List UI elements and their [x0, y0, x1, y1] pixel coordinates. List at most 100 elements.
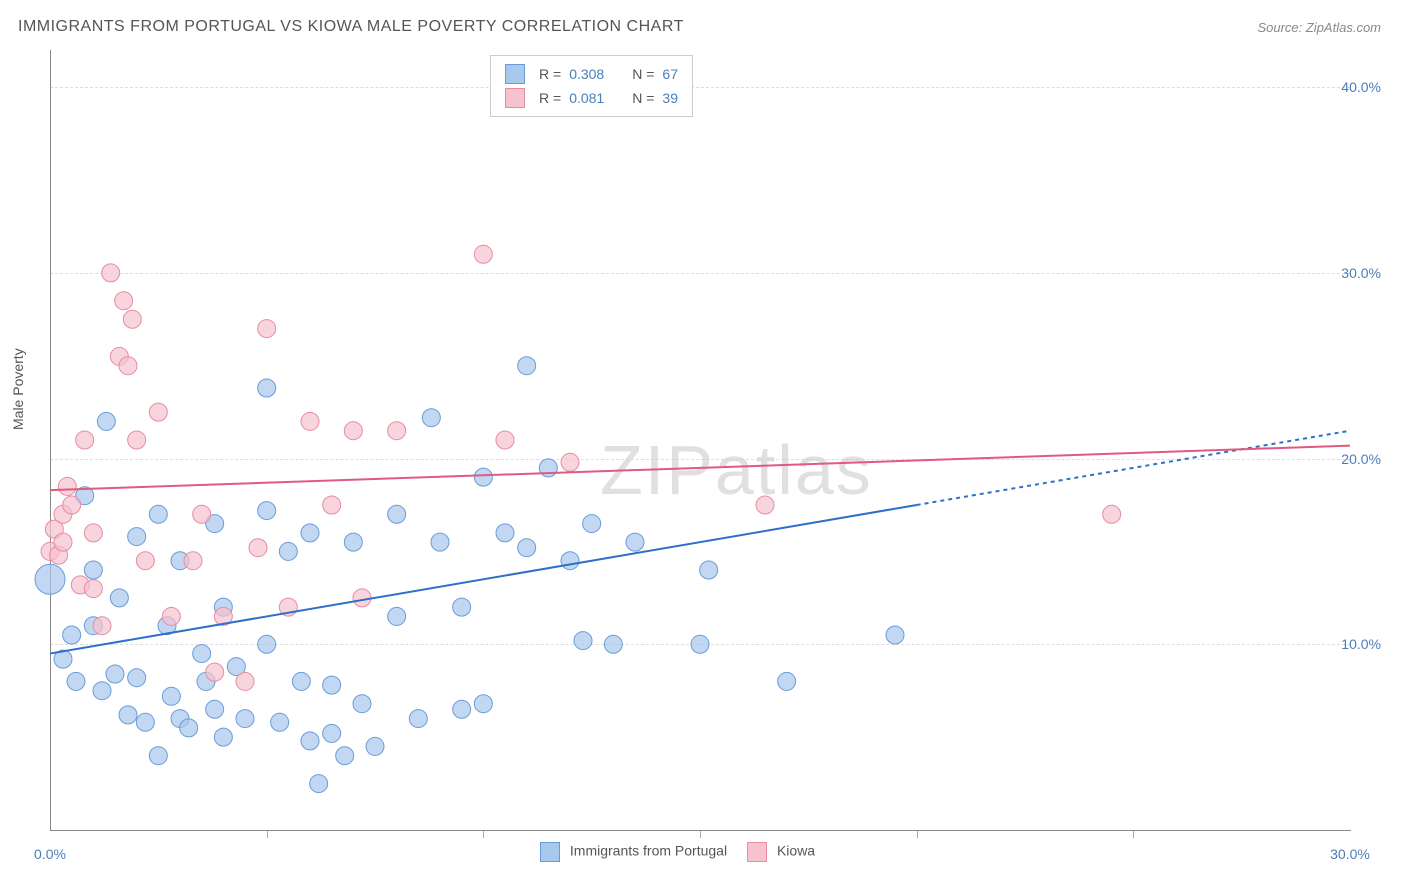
scatter-point: [496, 524, 514, 542]
scatter-point: [691, 635, 709, 653]
scatter-point: [93, 617, 111, 635]
n-label: N =: [632, 66, 654, 82]
scatter-point: [301, 412, 319, 430]
scatter-point: [431, 533, 449, 551]
scatter-point: [76, 431, 94, 449]
scatter-point: [258, 379, 276, 397]
scatter-point: [301, 524, 319, 542]
legend-swatch-pink: [747, 842, 767, 862]
legend-item-portugal: Immigrants from Portugal: [540, 842, 727, 862]
xtick-mark: [700, 830, 701, 838]
legend-label-portugal: Immigrants from Portugal: [570, 843, 727, 859]
legend-swatch: [505, 88, 525, 108]
scatter-point: [110, 589, 128, 607]
scatter-point: [561, 552, 579, 570]
scatter-point: [136, 713, 154, 731]
scatter-point: [84, 580, 102, 598]
scatter-point: [518, 357, 536, 375]
scatter-point: [119, 357, 137, 375]
scatter-point: [214, 728, 232, 746]
scatter-point: [626, 533, 644, 551]
series-legend: Immigrants from Portugal Kiowa: [540, 842, 815, 862]
scatter-point: [128, 431, 146, 449]
scatter-point: [63, 626, 81, 644]
scatter-point: [422, 409, 440, 427]
scatter-point: [292, 672, 310, 690]
scatter-point: [604, 635, 622, 653]
scatter-point: [353, 695, 371, 713]
scatter-point: [193, 505, 211, 523]
legend-swatch: [505, 64, 525, 84]
scatter-point: [54, 533, 72, 551]
scatter-point: [206, 700, 224, 718]
scatter-point: [474, 695, 492, 713]
scatter-point: [102, 264, 120, 282]
scatter-point: [453, 700, 471, 718]
scatter-point: [258, 502, 276, 520]
scatter-point: [700, 561, 718, 579]
scatter-point: [323, 496, 341, 514]
scatter-point: [128, 528, 146, 546]
correlation-legend-row: R = 0.081 N = 39: [505, 86, 678, 110]
legend-item-kiowa: Kiowa: [747, 842, 815, 862]
xtick-label: 0.0%: [34, 846, 66, 862]
scatter-point: [574, 632, 592, 650]
scatter-point: [35, 564, 65, 594]
scatter-point: [353, 589, 371, 607]
source-label: Source: ZipAtlas.com: [1257, 20, 1381, 35]
scatter-point: [119, 706, 137, 724]
plot-svg: [50, 50, 1350, 830]
scatter-point: [149, 505, 167, 523]
scatter-point: [236, 710, 254, 728]
scatter-point: [886, 626, 904, 644]
y-axis-label: Male Poverty: [10, 348, 26, 430]
r-label: R =: [539, 90, 561, 106]
legend-label-kiowa: Kiowa: [777, 843, 815, 859]
n-value: 67: [662, 66, 678, 82]
chart-container: IMMIGRANTS FROM PORTUGAL VS KIOWA MALE P…: [0, 0, 1406, 892]
chart-title: IMMIGRANTS FROM PORTUGAL VS KIOWA MALE P…: [18, 18, 684, 36]
scatter-point: [474, 468, 492, 486]
scatter-point: [366, 737, 384, 755]
scatter-point: [271, 713, 289, 731]
xtick-mark: [1133, 830, 1134, 838]
scatter-point: [63, 496, 81, 514]
scatter-point: [518, 539, 536, 557]
correlation-legend-box: R = 0.308 N = 67 R = 0.081 N = 39: [490, 55, 693, 117]
scatter-point: [180, 719, 198, 737]
scatter-point: [128, 669, 146, 687]
scatter-point: [323, 724, 341, 742]
xtick-mark: [917, 830, 918, 838]
r-value: 0.308: [569, 66, 604, 82]
scatter-point: [453, 598, 471, 616]
scatter-point: [136, 552, 154, 570]
xtick-label: 30.0%: [1330, 846, 1370, 862]
scatter-point: [149, 403, 167, 421]
scatter-point: [344, 533, 362, 551]
scatter-point: [388, 505, 406, 523]
scatter-point: [67, 672, 85, 690]
scatter-point: [258, 320, 276, 338]
scatter-point: [1103, 505, 1121, 523]
regression-line: [50, 446, 1350, 491]
scatter-point: [388, 607, 406, 625]
n-value: 39: [662, 90, 678, 106]
r-value: 0.081: [569, 90, 604, 106]
scatter-point: [162, 687, 180, 705]
scatter-point: [778, 672, 796, 690]
legend-swatch-blue: [540, 842, 560, 862]
correlation-legend-row: R =0.308N =67: [505, 62, 678, 86]
scatter-point: [149, 747, 167, 765]
scatter-point: [310, 775, 328, 793]
scatter-point: [301, 732, 319, 750]
scatter-point: [115, 292, 133, 310]
scatter-point: [184, 552, 202, 570]
regression-line: [50, 505, 917, 654]
n-label: N =: [632, 90, 654, 106]
scatter-point: [583, 515, 601, 533]
xtick-mark: [267, 830, 268, 838]
xtick-mark: [483, 830, 484, 838]
scatter-point: [388, 422, 406, 440]
regression-line-dashed: [917, 431, 1350, 505]
scatter-point: [344, 422, 362, 440]
